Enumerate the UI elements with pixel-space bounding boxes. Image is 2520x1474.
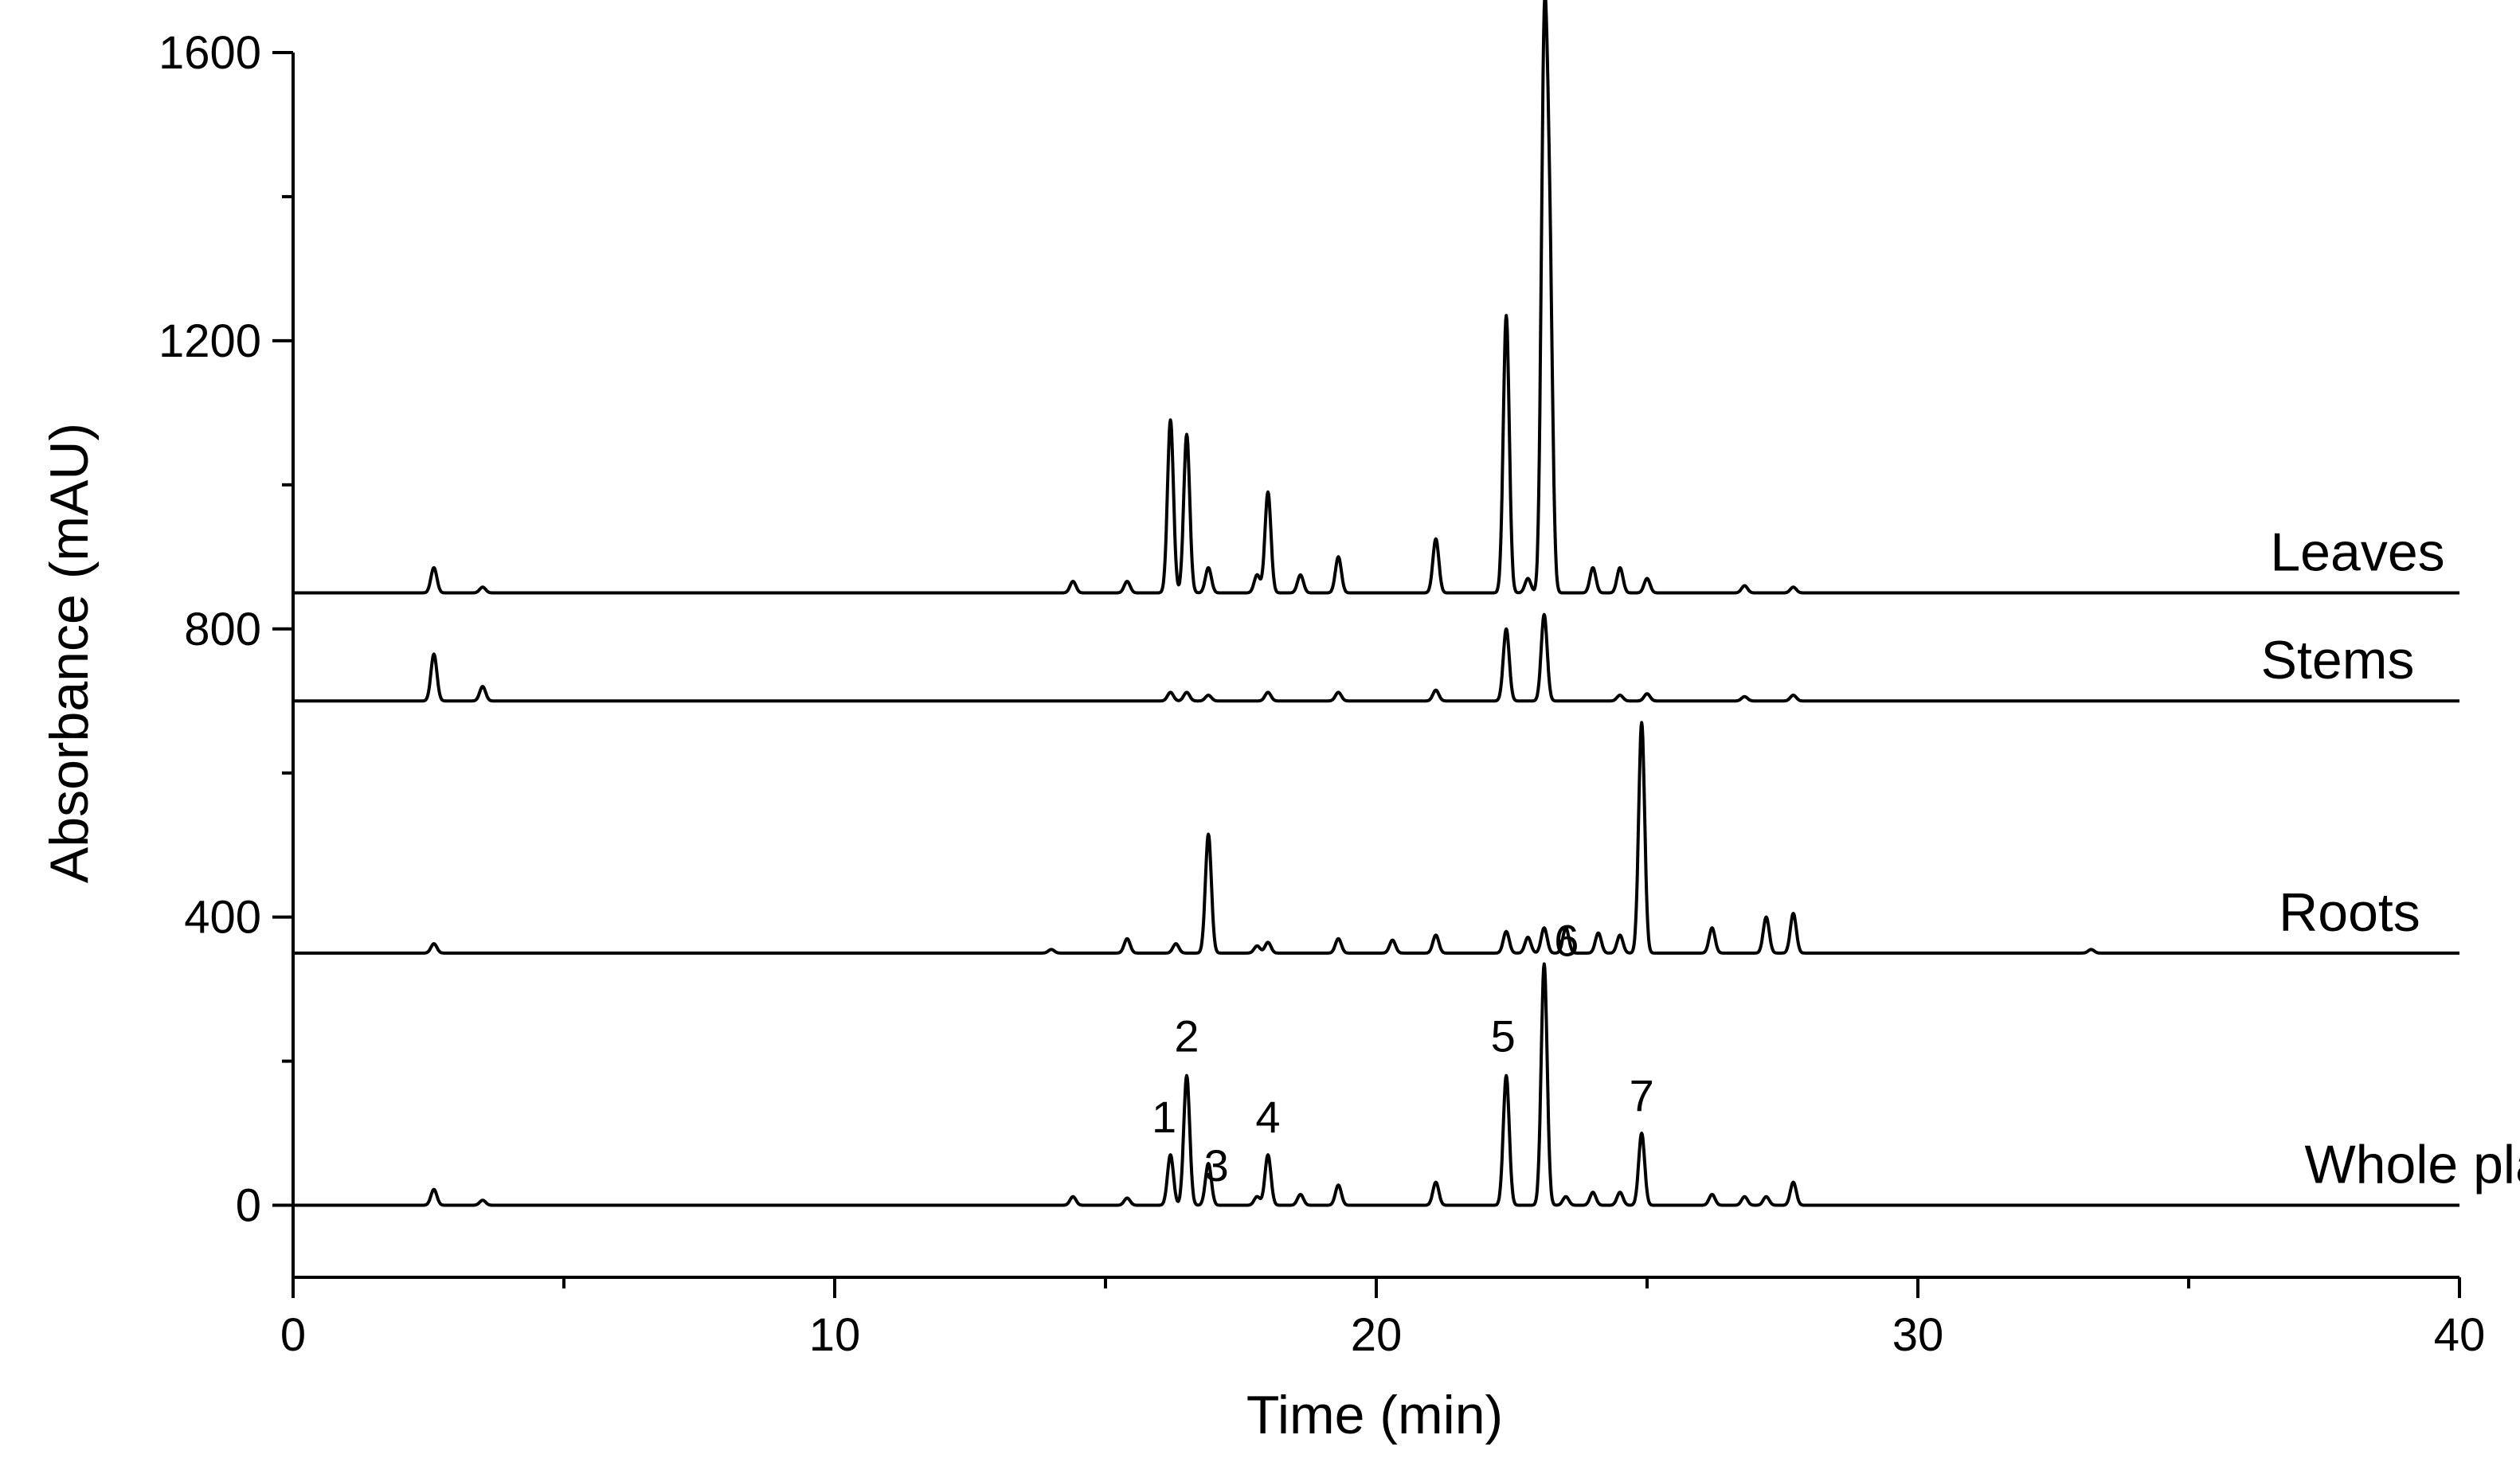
x-tick-label: 40 <box>2434 1309 2486 1361</box>
y-tick-label: 1600 <box>158 27 261 79</box>
series-line-leaves <box>293 0 2461 595</box>
x-tick-label: 10 <box>809 1309 861 1361</box>
peak-label: 7 <box>1630 1070 1654 1120</box>
series-label-stems: Stems <box>2261 630 2415 690</box>
y-tick-label: 1200 <box>158 315 261 367</box>
series-line-stems <box>293 612 2461 703</box>
series-group: Leaves Stems Roots Whole plants <box>293 0 2520 1207</box>
series-label-roots: Roots <box>2279 882 2420 943</box>
peak-label: 1 <box>1152 1092 1176 1142</box>
y-tick-label: 0 <box>236 1180 261 1232</box>
y-axis-title: Absorbance (mAU) <box>39 423 100 883</box>
x-axis-ticks: 0 10 20 30 40 <box>280 1277 2485 1361</box>
peak-label: 5 <box>1491 1011 1516 1062</box>
y-tick-label: 800 <box>184 604 261 655</box>
x-tick-label: 20 <box>1351 1309 1403 1361</box>
y-axis-ticks: 0 400 800 1200 1600 <box>158 27 293 1232</box>
x-tick-label: 0 <box>280 1309 306 1361</box>
series-label-whole-plants: Whole plants <box>2304 1135 2520 1195</box>
peak-label: 6 <box>1554 915 1579 965</box>
series-label-leaves: Leaves <box>2270 522 2444 583</box>
x-axis-title: Time (min) <box>1246 1385 1503 1445</box>
x-tick-label: 30 <box>1892 1309 1944 1361</box>
peak-label: 2 <box>1174 1011 1199 1062</box>
peak-label: 4 <box>1255 1092 1280 1142</box>
plot-area: 0 10 20 30 40 0 400 800 1200 1600 Leaves Stems Roo… <box>158 0 2520 1361</box>
series-line-whole-plants <box>293 962 2461 1207</box>
y-tick-label: 400 <box>184 892 261 944</box>
peak-label: 3 <box>1204 1140 1229 1191</box>
series-line-roots <box>293 721 2461 955</box>
